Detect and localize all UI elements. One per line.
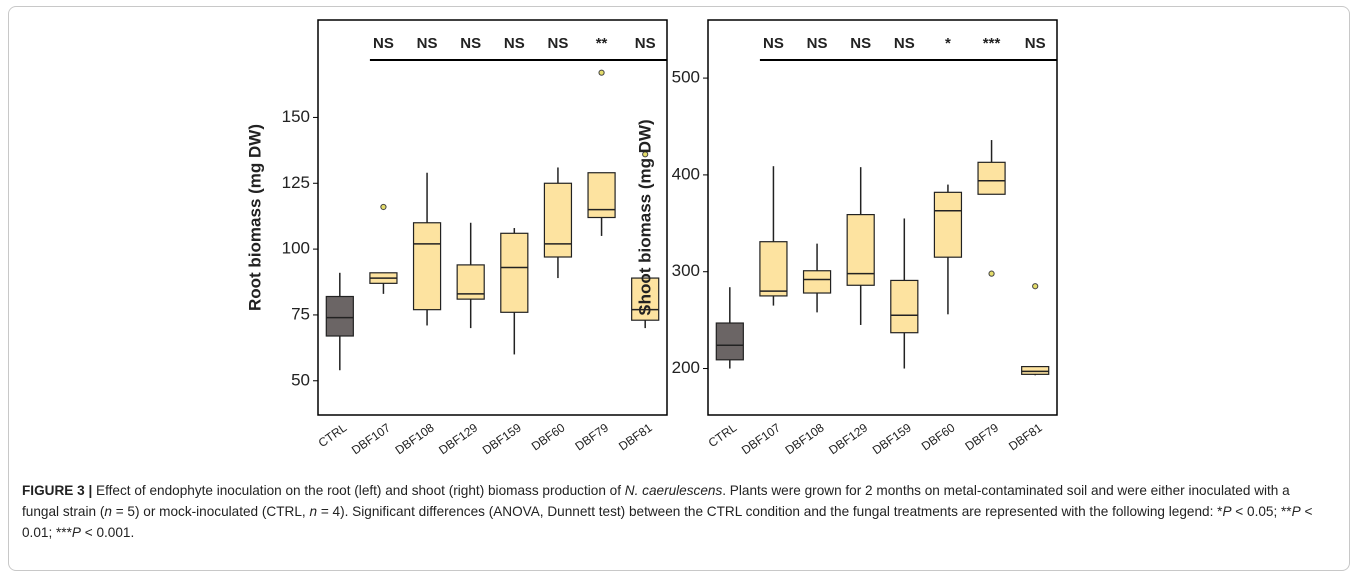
- box: [412, 222, 442, 311]
- significance-label: NS: [504, 35, 525, 52]
- caption-text: P: [71, 525, 81, 540]
- x-tick-label: DBF79: [962, 420, 1001, 453]
- x-tick-label: DBF129: [826, 420, 870, 457]
- caption-text: N. caerulescens: [624, 483, 723, 498]
- box: [325, 295, 354, 337]
- x-tick-label: DBF81: [1006, 420, 1045, 453]
- significance-label: NS: [417, 35, 438, 52]
- caption-text: < 0.001.: [80, 525, 135, 540]
- caption-text: = 4). Significant differences (ANOVA, Du…: [317, 504, 1223, 519]
- significance-label: NS: [373, 35, 394, 52]
- box: [715, 322, 744, 361]
- significance-label: NS: [460, 35, 481, 52]
- outlier: [380, 203, 387, 211]
- box: [802, 270, 832, 294]
- significance-label: NS: [1025, 35, 1046, 52]
- box: [543, 182, 573, 258]
- outlier: [598, 69, 605, 76]
- caption-text: n: [309, 504, 318, 519]
- x-tick-label: DBF159: [870, 420, 914, 457]
- box: [587, 172, 616, 219]
- caption-text: . Plants were grown for 2 months on meta…: [22, 483, 1290, 519]
- significance-label: NS: [548, 35, 569, 52]
- significance-label: *: [945, 35, 951, 52]
- y-tick-label: 50: [291, 370, 310, 389]
- caption-text: P: [1291, 504, 1301, 519]
- box: [631, 277, 660, 321]
- y-tick-label: 500: [672, 68, 700, 87]
- significance-label: NS: [850, 35, 871, 52]
- x-tick-label: DBF129: [436, 420, 480, 457]
- significance-label: ***: [983, 35, 1001, 52]
- caption-text: < 0.01; ***: [22, 504, 1313, 540]
- caption: FIGURE 3 | Effect of endophyte inoculati…: [22, 480, 1327, 543]
- y-tick-label: 125: [282, 173, 310, 192]
- outlier: [1032, 283, 1039, 290]
- y-tick-label: 400: [672, 164, 700, 183]
- caption-text: Effect of endophyte inoculation on the r…: [92, 483, 625, 498]
- plot-frame: [317, 19, 668, 416]
- y-tick-label: 150: [282, 107, 310, 126]
- caption-text: n: [104, 504, 112, 519]
- caption-label: FIGURE 3 |: [22, 483, 93, 498]
- significance-label: NS: [807, 35, 828, 52]
- x-tick-label: CTRL: [706, 420, 740, 450]
- caption-text: P: [1222, 504, 1232, 519]
- x-tick-label: DBF60: [919, 420, 958, 453]
- figure-frame: [8, 6, 1350, 571]
- significance-label: **: [596, 35, 608, 52]
- x-tick-label: DBF107: [739, 420, 783, 457]
- y-tick-label: 75: [291, 304, 310, 323]
- box: [500, 232, 529, 313]
- y-tick-label: 300: [672, 261, 700, 280]
- x-tick-label: DBF108: [393, 420, 437, 457]
- box: [1021, 365, 1050, 375]
- y-tick-label: 100: [282, 239, 310, 258]
- significance-label: NS: [894, 35, 915, 52]
- y-tick-label: 200: [672, 358, 700, 377]
- box: [977, 161, 1006, 195]
- x-tick-label: DBF79: [572, 420, 611, 453]
- caption-text: < 0.05; **: [1231, 504, 1292, 519]
- caption-text: = 5) or mock-inoculated (CTRL,: [111, 504, 310, 519]
- x-tick-label: DBF60: [529, 420, 568, 453]
- box: [890, 279, 919, 334]
- x-tick-label: DBF81: [616, 420, 655, 453]
- x-tick-label: CTRL: [316, 420, 350, 450]
- y-axis-label: Root biomass (mg DW): [245, 124, 264, 311]
- x-tick-label: DBF107: [349, 420, 393, 457]
- x-tick-label: DBF159: [480, 420, 524, 457]
- box: [759, 241, 788, 297]
- y-axis-label: Shoot biomass (mg DW): [635, 119, 654, 315]
- plot-frame: [707, 19, 1058, 416]
- significance-label: NS: [763, 35, 784, 52]
- box: [933, 191, 963, 258]
- outlier: [988, 270, 995, 277]
- significance-label: NS: [635, 35, 656, 52]
- box: [846, 213, 875, 286]
- outlier: [642, 151, 649, 158]
- x-tick-label: DBF108: [783, 420, 827, 457]
